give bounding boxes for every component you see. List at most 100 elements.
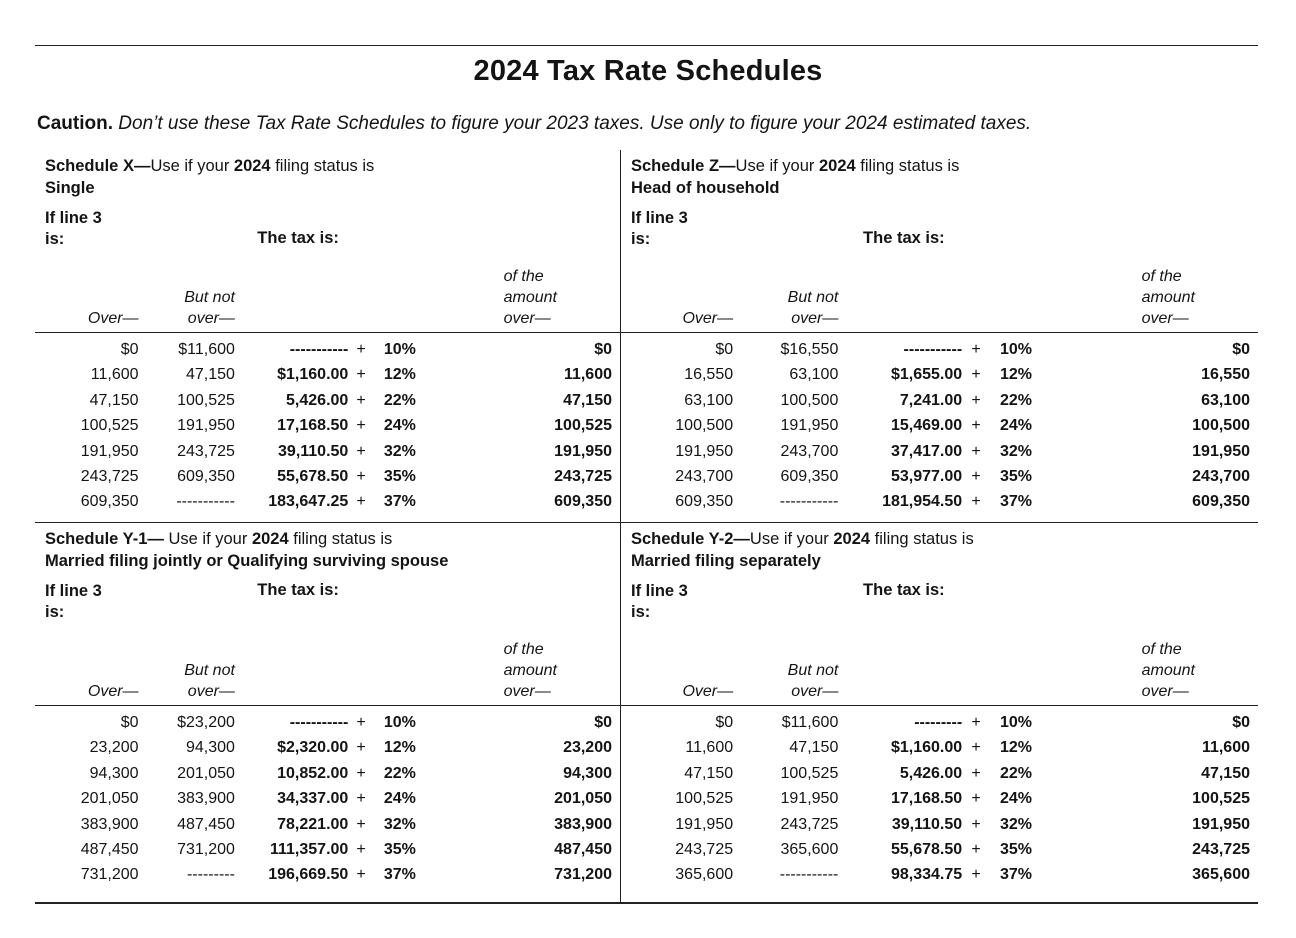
plus-sign: + bbox=[971, 840, 981, 858]
of-amount-over-value: 609,350 bbox=[1192, 493, 1250, 511]
over-value: 191,950 bbox=[675, 815, 734, 833]
schedule-use-text: Use if your bbox=[150, 157, 234, 175]
but-not-over-value: 191,950 bbox=[780, 417, 839, 435]
the-tax-is-label: The tax is: bbox=[257, 581, 339, 599]
over-value: 11,600 bbox=[685, 739, 734, 757]
but-not-over-value: $11,600 bbox=[178, 341, 235, 358]
tax-rate-value: 37% bbox=[999, 493, 1033, 511]
of-amount-over-value: 243,725 bbox=[554, 467, 612, 485]
schedule-column-headers: If line 3 is: The tax is: Over— But not … bbox=[621, 208, 1258, 332]
bracket-row: $0 $23,200 ----------- + 10% $0 bbox=[45, 714, 612, 739]
tax-base-value: 5,426.00 bbox=[899, 764, 963, 782]
over-value: $0 bbox=[715, 341, 734, 358]
but-not-over-value: $23,200 bbox=[177, 714, 235, 731]
tax-rate-value: 12% bbox=[999, 739, 1033, 757]
plus-sign: + bbox=[971, 815, 981, 833]
but-not-over-value: 731,200 bbox=[177, 840, 235, 858]
of-amount-over-column-header: of the amount over— bbox=[1046, 266, 1250, 329]
tax-base-value: 34,337.00 bbox=[277, 790, 349, 808]
tax-rate-value: 32% bbox=[383, 442, 416, 460]
plus-sign: + bbox=[356, 739, 366, 757]
but-not-over-value: --------- bbox=[186, 866, 235, 884]
tax-base-value: 10,852.00 bbox=[277, 764, 349, 782]
tax-base-value: 53,977.00 bbox=[890, 467, 963, 485]
schedule-title-line: Schedule Y-2—Use if your 2024 filing sta… bbox=[631, 528, 1250, 550]
over-column-header: Over— bbox=[682, 310, 734, 327]
schedule-title: Schedule Y-1— Use if your 2024 filing st… bbox=[35, 523, 620, 572]
of-amount-over-value: 191,950 bbox=[554, 442, 612, 460]
not-over-text: over— bbox=[791, 683, 839, 700]
bracket-row: 243,725 609,350 55,678.50 + 35% 243,725 bbox=[45, 468, 612, 493]
of-amount-over-value: $0 bbox=[594, 341, 612, 358]
plus-sign: + bbox=[971, 493, 981, 511]
over-value: 47,150 bbox=[684, 764, 734, 782]
column-heads-row: Over— But not over— of the amount over— bbox=[35, 266, 620, 329]
tax-rate-value: 35% bbox=[383, 840, 416, 858]
schedule-year: 2024 bbox=[233, 157, 271, 175]
of-amount-over-value: 731,200 bbox=[554, 866, 612, 884]
tax-base-value: 17,168.50 bbox=[277, 417, 349, 435]
schedules-grid: Schedule X—Use if your 2024 filing statu… bbox=[35, 150, 1258, 904]
is-text: is: bbox=[631, 230, 651, 248]
over-value: 100,525 bbox=[675, 790, 734, 808]
of-amount-over-block: of the amount over— bbox=[1142, 266, 1195, 329]
bracket-row: 47,150 100,525 5,426.00 + 22% 47,150 bbox=[45, 392, 612, 417]
plus-sign: + bbox=[356, 391, 366, 409]
amount-over-text: over— bbox=[503, 683, 551, 700]
over-value: 63,100 bbox=[684, 391, 734, 409]
bracket-row: 100,525 191,950 17,168.50 + 24% 100,525 bbox=[631, 790, 1250, 815]
but-not-over-value: 191,950 bbox=[780, 790, 839, 808]
of-amount-over-value: 365,600 bbox=[1192, 866, 1250, 884]
tax-base-value: ----------- bbox=[289, 714, 349, 731]
bracket-row: $0 $11,600 ----------- + 10% $0 bbox=[45, 341, 612, 366]
but-not-over-column-header: But not over— bbox=[733, 660, 839, 702]
plus-sign: + bbox=[356, 866, 366, 884]
tax-rate-value: 35% bbox=[383, 467, 416, 485]
of-amount-over-value: 94,300 bbox=[563, 764, 612, 782]
header-underline bbox=[621, 332, 1258, 333]
plus-sign: + bbox=[356, 764, 366, 782]
bracket-row: 191,950 243,725 39,110.50 + 32% 191,950 bbox=[45, 443, 612, 468]
plus-sign: + bbox=[971, 467, 981, 485]
over-value: $0 bbox=[715, 714, 734, 731]
tax-rate-value: 10% bbox=[383, 341, 416, 358]
caution-label: Caution. bbox=[37, 113, 113, 134]
tax-base-value: $1,160.00 bbox=[277, 366, 349, 384]
but-not-over-value: ----------- bbox=[779, 866, 839, 884]
bracket-row: 47,150 100,525 5,426.00 + 22% 47,150 bbox=[631, 765, 1250, 790]
plus-sign: + bbox=[971, 790, 981, 808]
caution-note: Caution. Don’t use these Tax Rate Schedu… bbox=[37, 112, 1259, 136]
if-line-3-text: If line 3 bbox=[631, 582, 688, 600]
tax-base-value: 196,669.50 bbox=[268, 866, 349, 884]
of-amount-over-value: 191,950 bbox=[1192, 815, 1250, 833]
over-value: 487,450 bbox=[80, 840, 139, 858]
tax-base-value: ----------- bbox=[289, 341, 349, 358]
bracket-row: $0 $11,600 --------- + 10% $0 bbox=[631, 714, 1250, 739]
of-amount-over-value: $0 bbox=[1232, 341, 1250, 358]
schedule-title-line: Schedule Y-1— Use if your 2024 filing st… bbox=[45, 528, 612, 550]
bracket-row: 11,600 47,150 $1,160.00 + 12% 11,600 bbox=[45, 366, 612, 391]
but-not-over-value: 243,700 bbox=[780, 442, 839, 460]
plus-sign: + bbox=[971, 366, 981, 384]
bracket-row: 201,050 383,900 34,337.00 + 24% 201,050 bbox=[45, 790, 612, 815]
schedule-title-line: Schedule X—Use if your 2024 filing statu… bbox=[45, 155, 612, 177]
amount-text: amount bbox=[503, 662, 557, 679]
tax-rate-value: 24% bbox=[383, 790, 416, 808]
column-heads-row: Over— But not over— of the amount over— bbox=[35, 639, 620, 702]
over-column-header: Over— bbox=[87, 310, 139, 327]
plus-sign: + bbox=[356, 840, 366, 858]
of-amount-over-value: 100,525 bbox=[1192, 790, 1250, 808]
amount-text: amount bbox=[1141, 289, 1195, 306]
of-amount-over-column-header: of the amount over— bbox=[425, 639, 612, 702]
but-not-text: But not bbox=[787, 289, 839, 306]
plus-sign: + bbox=[356, 467, 366, 485]
tax-base-value: $1,655.00 bbox=[890, 366, 963, 384]
bracket-row: 487,450 731,200 111,357.00 + 35% 487,450 bbox=[45, 841, 612, 866]
but-not-over-value: 100,525 bbox=[177, 391, 235, 409]
over-column-header: Over— bbox=[87, 683, 139, 700]
schedule-z-section: Schedule Z—Use if your 2024 filing statu… bbox=[620, 150, 1258, 522]
bracket-row: 100,500 191,950 15,469.00 + 24% 100,500 bbox=[631, 417, 1250, 442]
tax-base-value: 183,647.25 bbox=[268, 493, 349, 511]
but-not-over-column-header: But not over— bbox=[139, 660, 235, 702]
if-line-3-label: If line 3 is: bbox=[631, 581, 1250, 623]
